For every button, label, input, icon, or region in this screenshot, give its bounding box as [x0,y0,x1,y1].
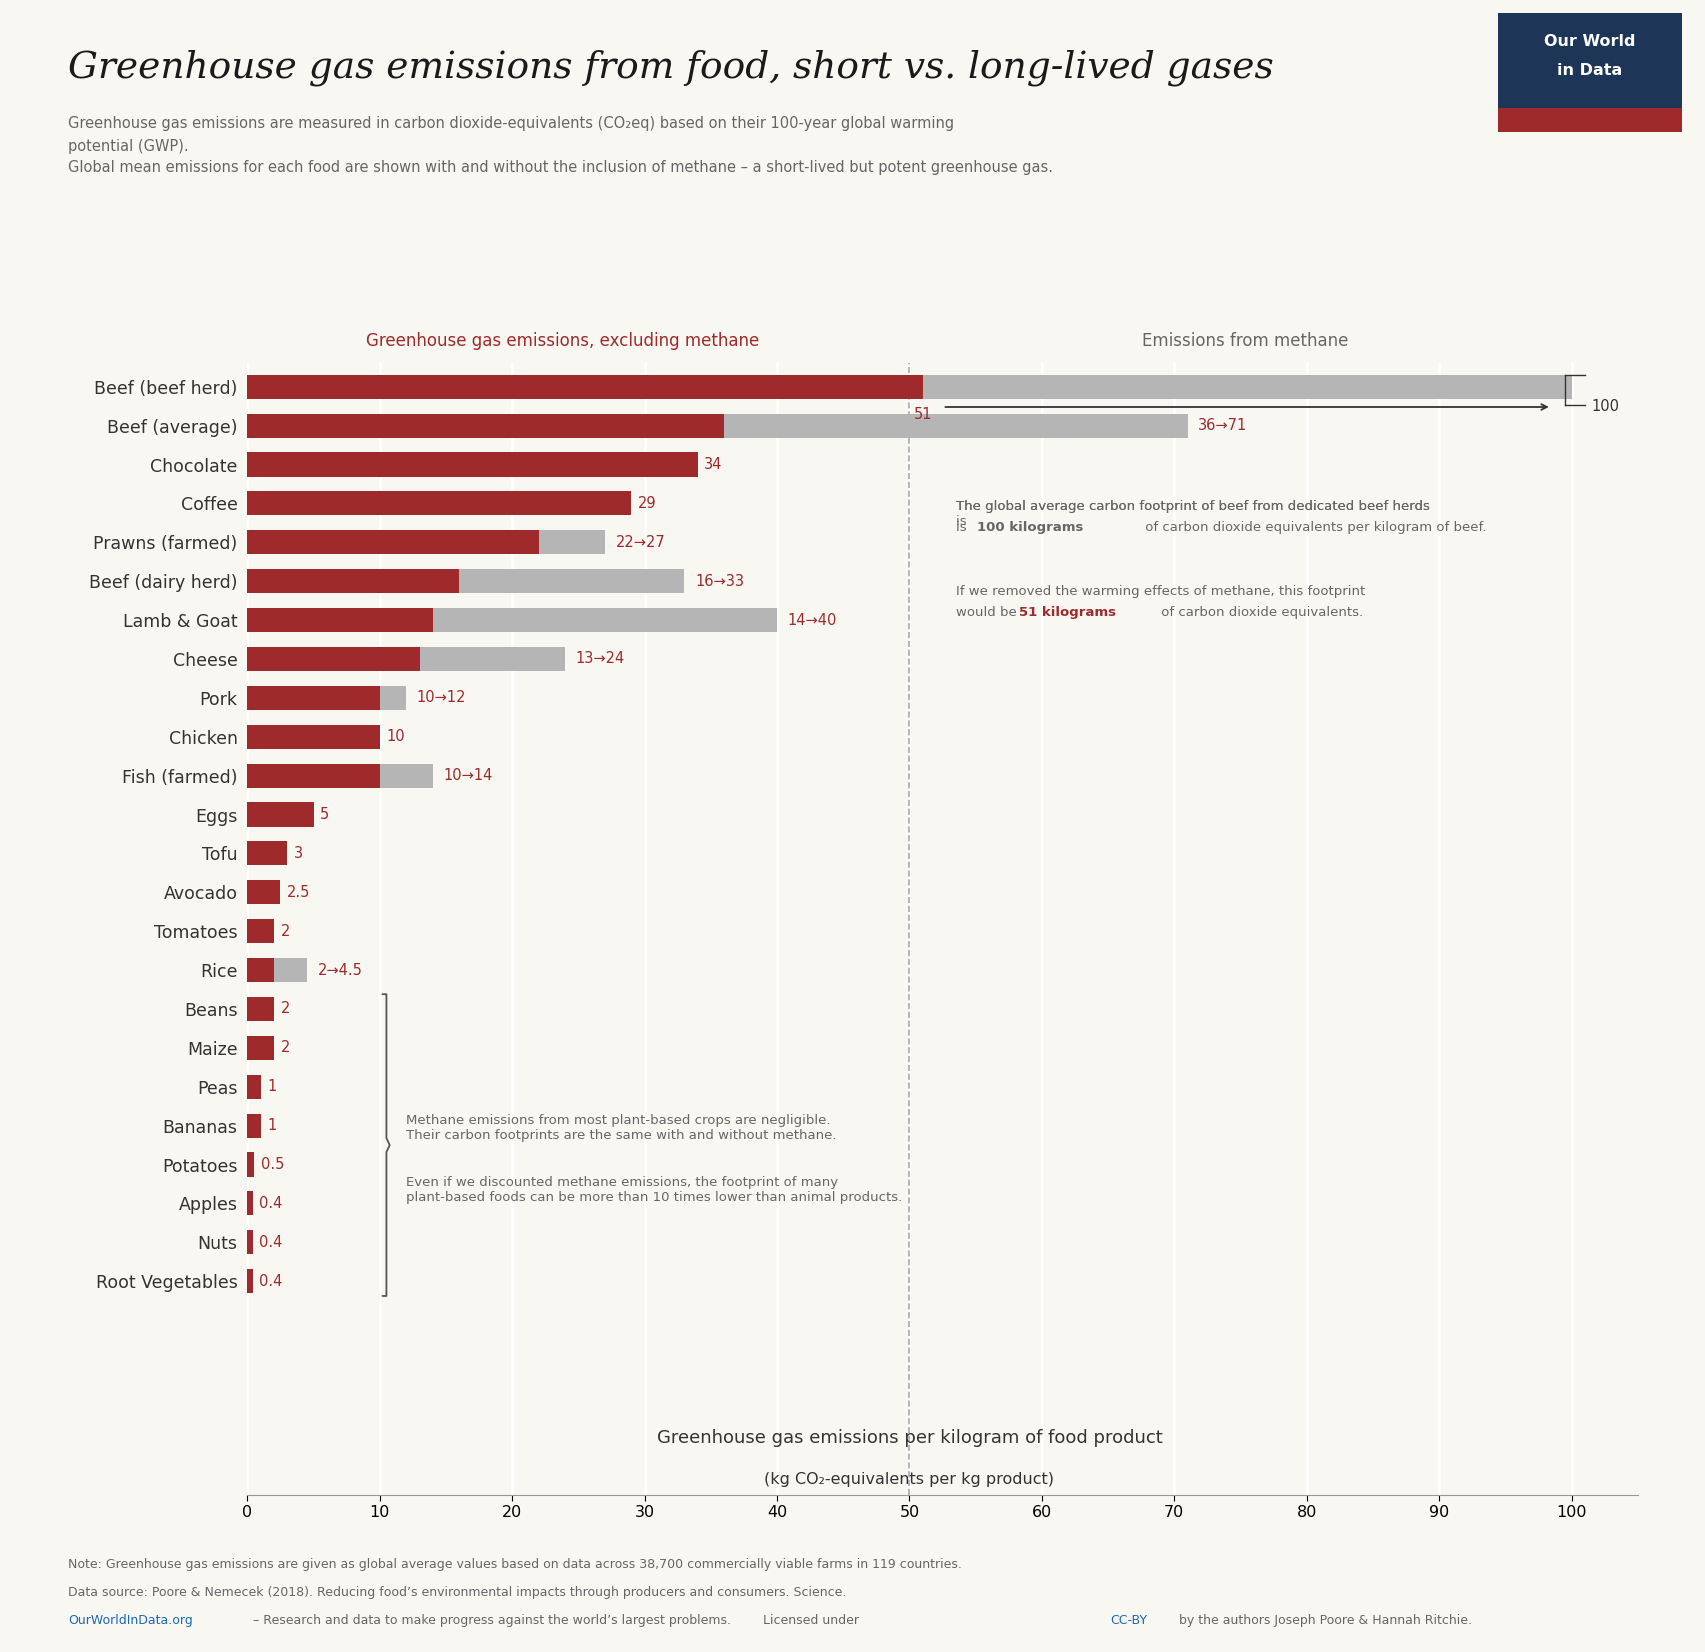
Text: potential (GWP).: potential (GWP). [68,139,189,154]
Text: The global average carbon footprint of beef from dedicated beef herds: The global average carbon footprint of b… [955,499,1429,512]
Bar [247,530,539,555]
Text: by the authors Joseph Poore & Hannah Ritchie.: by the authors Joseph Poore & Hannah Rit… [1175,1614,1471,1627]
Text: Global mean emissions for each food are shown with and without the inclusion of : Global mean emissions for each food are … [68,160,1052,175]
Text: 2: 2 [280,1041,290,1056]
Text: 10→14: 10→14 [443,768,493,783]
Text: – Research and data to make progress against the world’s largest problems.      : – Research and data to make progress aga… [249,1614,863,1627]
Text: 34: 34 [704,458,723,472]
Text: 0.4: 0.4 [259,1274,283,1289]
Text: 2: 2 [280,923,290,938]
Bar [247,491,631,515]
Text: would be: would be [955,606,1020,620]
Bar [247,648,564,671]
Text: Greenhouse gas emissions, excluding methane: Greenhouse gas emissions, excluding meth… [367,332,759,350]
Text: 5: 5 [321,808,329,823]
Text: 2: 2 [280,1001,290,1016]
Text: 0.4: 0.4 [259,1196,283,1211]
Bar [247,881,280,904]
Text: 10→12: 10→12 [416,691,465,705]
Text: in Data: in Data [1557,63,1621,78]
Text: Data source: Poore & Nemecek (2018). Reducing food’s environmental impacts throu: Data source: Poore & Nemecek (2018). Red… [68,1586,846,1599]
Bar [1497,109,1681,132]
Bar [247,1231,252,1254]
Bar [247,453,697,477]
Text: 1: 1 [268,1118,276,1133]
Text: 2.5: 2.5 [286,885,310,900]
Bar [247,570,459,593]
Bar [247,1113,261,1138]
Text: 100: 100 [1591,400,1618,415]
Text: 100 kilograms: 100 kilograms [977,520,1083,534]
Bar [247,530,605,555]
Bar [247,958,275,983]
Text: 0.5: 0.5 [261,1156,283,1171]
Text: Note: Greenhouse gas emissions are given as global average values based on data : Note: Greenhouse gas emissions are given… [68,1558,962,1571]
Bar [247,958,307,983]
Text: 36→71: 36→71 [1197,418,1246,433]
Text: 51 kilograms: 51 kilograms [1020,606,1115,620]
Bar [247,763,433,788]
Text: 3: 3 [293,846,303,861]
Text: 0.4: 0.4 [259,1234,283,1251]
Text: 51: 51 [912,406,931,421]
Bar [247,413,1187,438]
Text: OurWorldInData.org: OurWorldInData.org [68,1614,193,1627]
Text: 16→33: 16→33 [694,573,743,588]
Text: 14→40: 14→40 [788,613,837,628]
Text: Methane emissions from most plant-based crops are negligible.
Their carbon footp: Methane emissions from most plant-based … [406,1113,835,1142]
Text: Greenhouse gas emissions from food, short vs. long-lived gases: Greenhouse gas emissions from food, shor… [68,50,1274,86]
Bar [247,648,419,671]
Bar [247,1269,252,1294]
Text: The global average carbon footprint of beef from dedicated beef herds
is: The global average carbon footprint of b… [955,499,1429,527]
Bar [247,725,380,748]
Bar [247,763,380,788]
Text: of carbon dioxide equivalents.: of carbon dioxide equivalents. [1156,606,1362,620]
Text: Greenhouse gas emissions are measured in carbon dioxide-equivalents (CO₂eq) base: Greenhouse gas emissions are measured in… [68,116,953,131]
Text: Greenhouse gas emissions per kilogram of food product: Greenhouse gas emissions per kilogram of… [656,1429,1161,1447]
Bar [247,570,684,593]
Bar [247,375,922,398]
Text: Emissions from methane: Emissions from methane [1142,332,1347,350]
Bar [247,919,275,943]
Bar [247,996,275,1021]
Text: CC-BY: CC-BY [1110,1614,1147,1627]
Bar [247,375,1570,398]
Text: 13→24: 13→24 [575,651,624,666]
Bar [247,686,406,710]
Bar [247,686,380,710]
FancyBboxPatch shape [1497,13,1681,132]
Text: of carbon dioxide equivalents per kilogram of beef.: of carbon dioxide equivalents per kilogr… [1141,520,1485,534]
Bar [247,413,723,438]
Bar [247,608,776,633]
Text: Even if we discounted methane emissions, the footprint of many
plant-based foods: Even if we discounted methane emissions,… [406,1176,902,1204]
Text: 29: 29 [638,496,656,510]
Bar [247,1153,254,1176]
Bar [247,1075,261,1099]
Text: If we removed the warming effects of methane, this footprint: If we removed the warming effects of met… [955,585,1364,598]
Bar [247,1036,275,1061]
Text: (kg CO₂-equivalents per kg product): (kg CO₂-equivalents per kg product) [764,1472,1054,1487]
Text: 1: 1 [268,1079,276,1094]
Text: is: is [955,520,970,534]
Text: 10: 10 [385,729,404,745]
Bar [247,608,433,633]
Bar [247,841,286,866]
Text: 22→27: 22→27 [616,535,665,550]
Text: Our World: Our World [1543,35,1635,50]
Bar [247,803,314,826]
Text: 2→4.5: 2→4.5 [317,963,361,978]
Bar [247,1191,252,1216]
